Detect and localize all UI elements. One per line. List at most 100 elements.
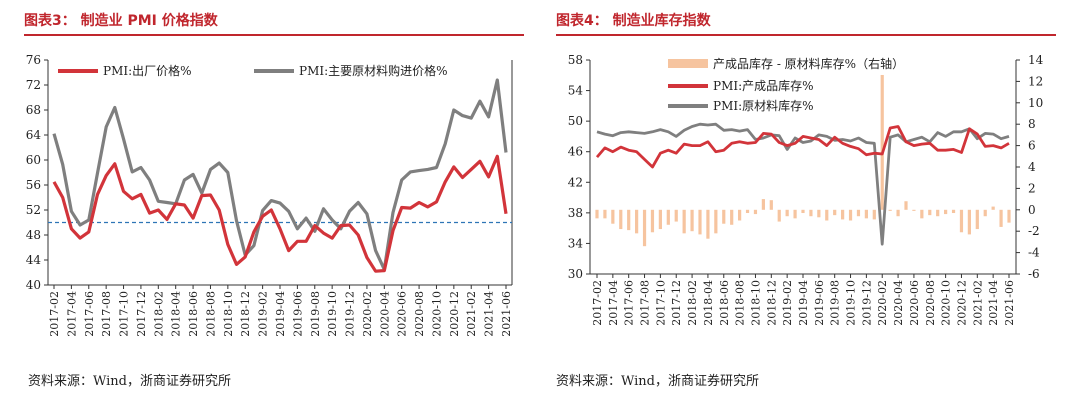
left-x-tick-label: 2020-10 (430, 291, 443, 337)
legend-swatch-bar (668, 59, 708, 68)
right-chart-right-y-tick-label: 14 (1028, 53, 1044, 67)
legend-label-2: PMI:主要原材料购进价格% (299, 63, 448, 78)
right-chart-x-tick-label: 2021-04 (987, 280, 1000, 326)
inventory-diff-bar (730, 209, 734, 225)
inventory-diff-bar (991, 206, 995, 210)
inventory-diff-bar (848, 209, 853, 221)
inventory-diff-bar (801, 209, 805, 214)
left-title-rule (24, 34, 524, 36)
inventory-diff-bar (658, 209, 662, 230)
inventory-diff-bar (880, 74, 884, 210)
inventory-diff-bar (627, 209, 631, 231)
left-x-tick-label: 2020-12 (448, 291, 461, 337)
inventory-diff-bar (912, 209, 916, 211)
series-input-price-line (52, 78, 508, 271)
right-chart-x-tick-label: 2018-08 (734, 280, 747, 326)
series-finished-goods-inventory-line (595, 125, 1010, 169)
inventory-diff-bar (682, 209, 686, 234)
left-x-tick-label: 2017-04 (65, 291, 78, 337)
legend-label-2: PMI:产成品库存% (713, 78, 814, 93)
inventory-diff-bar (920, 209, 924, 219)
right-chart-x-tick-label: 2019-08 (829, 280, 842, 326)
inventory-diff-bar (888, 209, 892, 211)
inventory-diff-bar (690, 209, 694, 232)
right-chart-left-y-tick-label: 58 (568, 53, 583, 67)
inventory-diff-bar (674, 209, 678, 222)
inventory-diff-bar (872, 209, 876, 220)
right-chart-left-y-tick-label: 54 (568, 84, 584, 98)
right-chart-x-tick-label: 2020-08 (924, 280, 937, 326)
inventory-diff-bar (642, 209, 647, 247)
inventory-diff-bar (841, 209, 845, 220)
right-chart-x-tick-label: 2017-10 (654, 280, 667, 326)
inventory-diff-bar (967, 209, 971, 235)
inventory-diff-bar (809, 209, 813, 217)
right-chart-x-tick-label: 2018-12 (765, 280, 778, 326)
inventory-diff-bar (785, 209, 789, 217)
left-x-tick-label: 2018-10 (222, 291, 235, 337)
right-chart-left-y-tick-label: 34 (568, 236, 584, 250)
inventory-diff-bar (793, 209, 797, 219)
left-x-tick-label: 2017-12 (135, 291, 148, 337)
inventory-diff-bar (650, 209, 655, 233)
right-chart-x-tick-label: 2018-06 (718, 280, 731, 326)
right-chart-x-tick-label: 2020-04 (892, 280, 905, 326)
left-x-tick-label: 2018-08 (204, 291, 217, 337)
right-chart-x-tick-label: 2019-10 (845, 280, 858, 326)
right-chart-left-y-tick-label: 30 (568, 267, 583, 281)
inventory-diff-bar (769, 200, 773, 210)
right-chart-right-y-tick-label: -2 (1028, 224, 1040, 238)
inventory-diff-bar (959, 209, 964, 233)
left-y-tick-label: 44 (26, 253, 42, 267)
inventory-diff-bar (856, 209, 861, 217)
left-x-tick-label: 2017-06 (83, 291, 96, 337)
inventory-diff-bar (999, 209, 1003, 227)
inventory-diff-bar (595, 209, 599, 219)
right-chart-x-tick-label: 2017-04 (607, 280, 620, 326)
left-x-tick-label: 2020-02 (361, 291, 374, 337)
right-chart-x-tick-label: 2017-08 (639, 280, 652, 326)
right-chart-x-tick-label: 2020-12 (955, 280, 968, 326)
right-chart-x-tick-label: 2019-02 (781, 280, 794, 326)
inventory-diff-bar (666, 209, 670, 225)
right-chart-right-y-tick-label: -4 (1028, 246, 1040, 260)
right-chart-right-y-tick-label: 6 (1028, 139, 1036, 153)
inventory-diff-bar (753, 209, 758, 215)
inventory-diff-bar (611, 209, 615, 224)
left-y-tick-label: 76 (26, 53, 41, 67)
left-x-tick-label: 2021-02 (465, 291, 478, 337)
left-x-tick-label: 2019-04 (274, 291, 287, 337)
right-chart-x-tick-label: 2017-02 (591, 280, 604, 326)
right-chart-x-tick-label: 2017-06 (623, 280, 636, 326)
left-x-tick-label: 2019-12 (344, 291, 357, 337)
left-x-tick-label: 2018-06 (187, 291, 200, 337)
inventory-diff-bar (864, 209, 868, 219)
right-chart-x-tick-label: 2019-12 (860, 280, 873, 326)
left-x-tick-label: 2020-06 (396, 291, 409, 337)
legend-label-3: PMI:原材料库存% (713, 98, 814, 113)
inventory-diff-bar (706, 209, 710, 239)
left-x-tick-label: 2020-08 (413, 291, 426, 337)
right-chart-x-tick-label: 2019-06 (813, 280, 826, 326)
right-chart-right-y-tick-label: 4 (1028, 160, 1036, 174)
left-chart-title: 图表3： 制造业 PMI 价格指数 (24, 13, 218, 29)
left-y-tick-label: 72 (26, 78, 41, 92)
pmi-inventory-chart: 3034384246505458-6-4-2024681012142017-02… (568, 53, 1044, 326)
right-chart-left-y-tick-label: 46 (568, 145, 583, 159)
right-chart-x-tick-label: 2020-06 (908, 280, 921, 326)
left-y-tick-label: 52 (26, 203, 41, 217)
inventory-diff-bar (761, 199, 765, 210)
right-source-note: 资料来源：Wind，浙商证券研究所 (556, 374, 759, 389)
left-y-tick-label: 60 (26, 153, 41, 167)
left-x-tick-label: 2019-02 (257, 291, 270, 337)
inventory-diff-bar (777, 209, 781, 222)
right-chart-x-tick-label: 2018-04 (702, 280, 715, 326)
right-chart-x-tick-label: 2019-04 (797, 280, 810, 326)
left-x-tick-label: 2019-08 (309, 291, 322, 337)
left-x-tick-label: 2018-12 (239, 291, 252, 337)
inventory-diff-bar (936, 209, 940, 217)
inventory-diff-bar (745, 209, 750, 214)
inventory-diff-bar (714, 209, 718, 234)
right-chart-x-tick-label: 2020-02 (876, 280, 889, 326)
left-x-tick-label: 2021-06 (500, 291, 513, 337)
